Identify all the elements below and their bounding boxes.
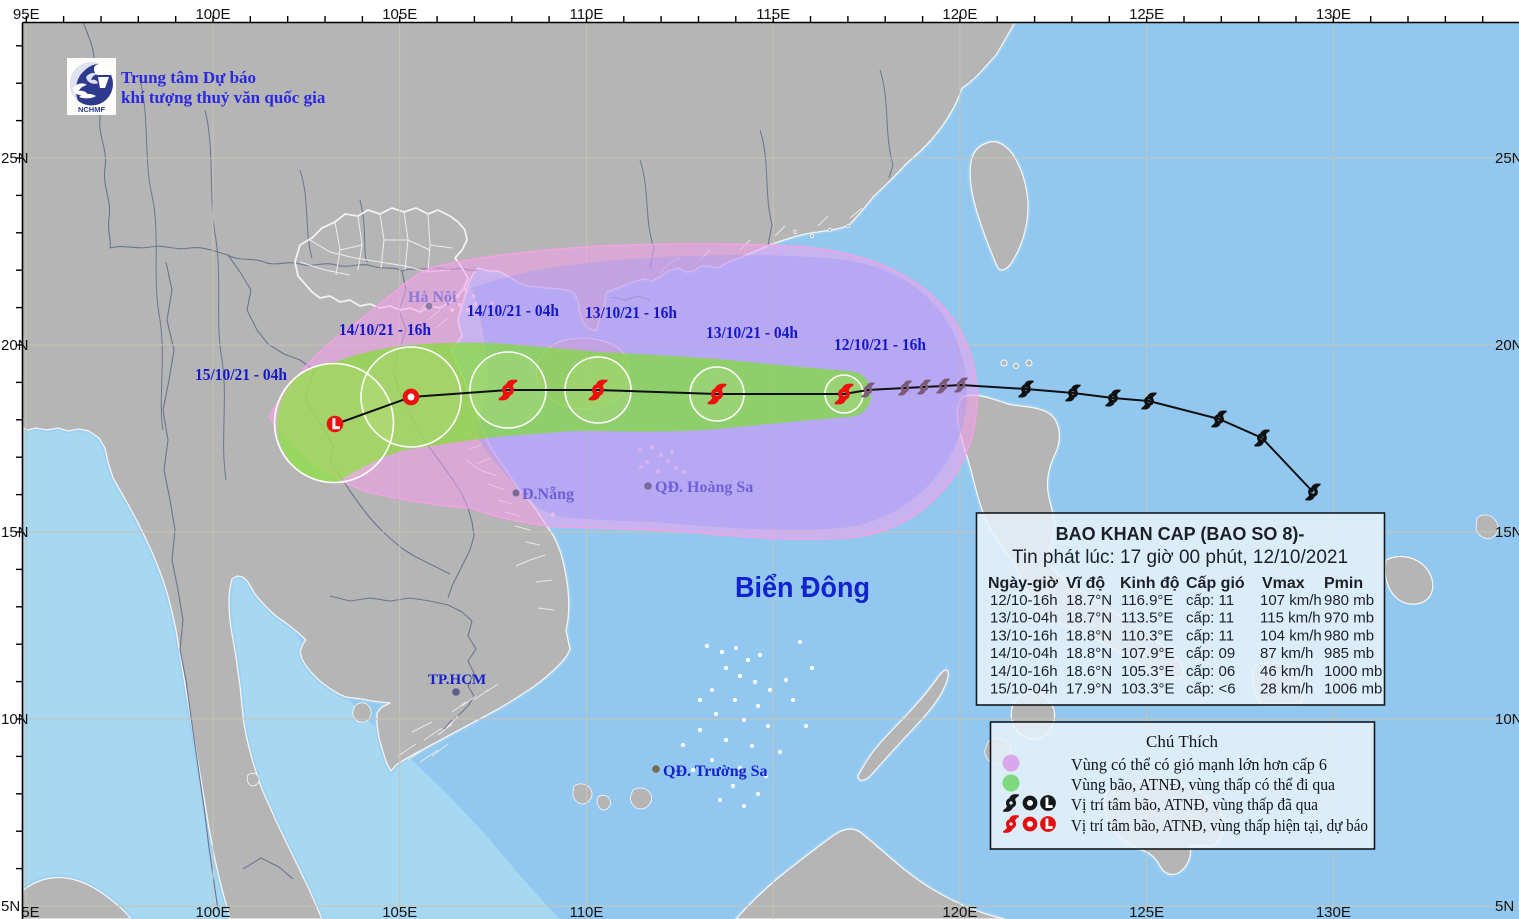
svg-text:14/10-04h: 14/10-04h [990,645,1058,662]
svg-text:20N: 20N [1495,337,1519,354]
svg-text:87 km/h: 87 km/h [1260,645,1313,662]
svg-text:107 km/h: 107 km/h [1260,592,1322,609]
svg-text:105E: 105E [382,904,417,919]
svg-text:khí tượng thuỷ văn quốc gia: khí tượng thuỷ văn quốc gia [121,88,326,107]
svg-text:13/10-16h: 13/10-16h [990,627,1058,644]
svg-text:130E: 130E [1316,6,1351,23]
svg-text:Vmax: Vmax [1262,575,1305,592]
svg-text:5N: 5N [1,898,20,915]
svg-text:985 mb: 985 mb [1324,645,1374,662]
svg-text:110E: 110E [569,6,603,23]
svg-text:Vùng bão, ATNĐ, vùng thấp có t: Vùng bão, ATNĐ, vùng thấp có thể đi qua [1071,775,1336,794]
svg-text:Đ.Nẵng: Đ.Nẵng [522,486,574,503]
svg-text:Biển Đông: Biển Đông [735,572,870,604]
svg-text:15/10/21 - 04h: 15/10/21 - 04h [195,365,287,384]
svg-text:95E: 95E [13,904,40,919]
svg-text:107.9°E: 107.9°E [1121,645,1175,662]
svg-text:113.5°E: 113.5°E [1121,610,1173,627]
svg-text:116.9°E: 116.9°E [1121,592,1173,609]
svg-text:Vị trí tâm bão, ATNĐ, vùng thấ: Vị trí tâm bão, ATNĐ, vùng thấp đã qua [1071,795,1319,814]
svg-text:14/10-16h: 14/10-16h [990,663,1058,680]
svg-text:Hà Nội: Hà Nội [408,289,457,306]
svg-text:120E: 120E [942,6,977,23]
svg-text:100E: 100E [195,904,230,919]
svg-text:17.9°N: 17.9°N [1066,681,1112,698]
svg-text:13/10/21 - 16h: 13/10/21 - 16h [585,303,677,322]
svg-text:cấp: <6: cấp: <6 [1186,681,1236,698]
svg-text:15/10-04h: 15/10-04h [990,681,1058,698]
svg-text:NCHMF: NCHMF [78,105,105,114]
svg-text:980 mb: 980 mb [1324,627,1374,644]
svg-text:14/10/21 - 04h: 14/10/21 - 04h [467,301,559,320]
svg-text:Kinh độ: Kinh độ [1120,575,1180,592]
svg-text:Vị trí tâm bão, ATNĐ, vùng thấ: Vị trí tâm bão, ATNĐ, vùng thấp hiện tại… [1071,816,1368,835]
svg-text:20N: 20N [1,337,29,354]
svg-text:125E: 125E [1129,904,1164,919]
svg-text:Trung tâm Dự báo: Trung tâm Dự báo [121,68,256,87]
svg-text:18.7°N: 18.7°N [1066,592,1112,609]
svg-text:103.3°E: 103.3°E [1121,681,1175,698]
svg-text:105.3°E: 105.3°E [1121,663,1175,680]
svg-text:Pmin: Pmin [1324,575,1363,592]
svg-text:1006 mb: 1006 mb [1324,681,1382,698]
svg-text:15N: 15N [1495,524,1519,541]
svg-text:110.3°E: 110.3°E [1121,627,1173,644]
svg-text:13/10-04h: 13/10-04h [990,610,1058,627]
svg-text:Vĩ độ: Vĩ độ [1066,575,1105,592]
svg-text:120E: 120E [942,904,977,919]
svg-text:15N: 15N [1,524,29,541]
svg-text:12/10-16h: 12/10-16h [990,592,1058,609]
svg-text:14/10/21 - 16h: 14/10/21 - 16h [339,320,431,339]
svg-text:25N: 25N [1495,150,1519,167]
svg-text:18.8°N: 18.8°N [1066,627,1112,644]
svg-text:cấp: 11: cấp: 11 [1186,592,1234,609]
svg-text:18.7°N: 18.7°N [1066,610,1112,627]
svg-text:TP.HCM: TP.HCM [428,672,486,688]
svg-text:980 mb: 980 mb [1324,592,1374,609]
svg-text:Ngày-giờ: Ngày-giờ [988,575,1059,592]
svg-text:105E: 105E [382,6,417,23]
svg-text:25N: 25N [1,150,29,167]
svg-text:QĐ. Trường Sa: QĐ. Trường Sa [663,763,768,780]
svg-text:125E: 125E [1129,6,1164,23]
svg-text:100E: 100E [195,6,230,23]
svg-text:QĐ. Hoàng Sa: QĐ. Hoàng Sa [655,479,753,496]
svg-text:cấp: 11: cấp: 11 [1186,610,1234,627]
svg-text:cấp: 06: cấp: 06 [1186,663,1235,680]
svg-text:95E: 95E [13,6,40,23]
svg-text:1000 mb: 1000 mb [1324,663,1382,680]
svg-text:cấp: 11: cấp: 11 [1186,627,1234,644]
svg-text:10N: 10N [1495,711,1519,728]
svg-text:10N: 10N [1,711,29,728]
svg-text:104 km/h: 104 km/h [1260,627,1322,644]
svg-text:Chú Thích: Chú Thích [1146,732,1218,751]
svg-text:115E: 115E [756,6,790,23]
svg-text:46 km/h: 46 km/h [1260,663,1313,680]
svg-text:Cấp gió: Cấp gió [1186,575,1245,592]
svg-text:Vùng có thể có gió mạnh lớn hơ: Vùng có thể có gió mạnh lớn hơn cấp 6 [1071,755,1327,774]
svg-text:5N: 5N [1495,898,1514,915]
svg-text:18.6°N: 18.6°N [1066,663,1112,680]
svg-text:115 km/h: 115 km/h [1260,610,1321,627]
svg-text:12/10/21 - 16h: 12/10/21 - 16h [834,335,926,354]
svg-text:13/10/21 - 04h: 13/10/21 - 04h [706,323,798,342]
svg-text:BAO KHAN CAP (BAO SO 8)-: BAO KHAN CAP (BAO SO 8)- [1056,524,1305,544]
svg-text:28 km/h: 28 km/h [1260,681,1313,698]
svg-text:110E: 110E [569,904,603,919]
svg-text:cấp: 09: cấp: 09 [1186,645,1235,662]
svg-text:18.8°N: 18.8°N [1066,645,1112,662]
svg-text:Tin phát lúc: 17 giờ 00 phút,: Tin phát lúc: 17 giờ 00 phút, 12/10/2021 [1012,547,1348,568]
svg-text:130E: 130E [1316,904,1351,919]
svg-text:970 mb: 970 mb [1324,610,1374,627]
